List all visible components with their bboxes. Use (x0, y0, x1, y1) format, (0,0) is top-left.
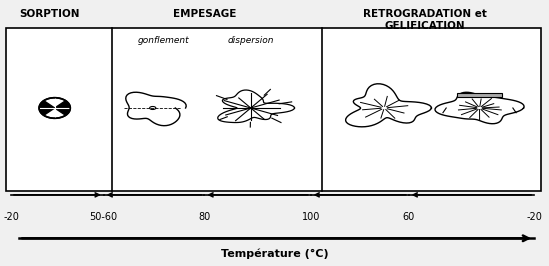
Ellipse shape (39, 98, 70, 118)
Text: EMPESAGE: EMPESAGE (173, 9, 236, 19)
Text: RETROGRADATION et
GELIFICATION: RETROGRADATION et GELIFICATION (363, 9, 487, 31)
Polygon shape (55, 101, 69, 115)
Text: 80: 80 (198, 212, 211, 222)
Text: gonflement: gonflement (138, 36, 189, 45)
Polygon shape (126, 92, 186, 126)
Text: 50-60: 50-60 (89, 212, 118, 222)
Text: 60: 60 (402, 212, 415, 222)
Text: 100: 100 (301, 212, 320, 222)
Text: -20: -20 (3, 212, 19, 222)
Ellipse shape (150, 106, 156, 110)
FancyBboxPatch shape (5, 28, 541, 191)
Text: dispersion: dispersion (227, 36, 274, 45)
FancyBboxPatch shape (457, 93, 502, 97)
Text: Température (°C): Température (°C) (221, 249, 329, 259)
Polygon shape (346, 84, 432, 127)
Polygon shape (435, 92, 524, 124)
Polygon shape (40, 101, 55, 115)
Text: -20: -20 (526, 212, 542, 222)
Text: SORPTION: SORPTION (19, 9, 80, 19)
